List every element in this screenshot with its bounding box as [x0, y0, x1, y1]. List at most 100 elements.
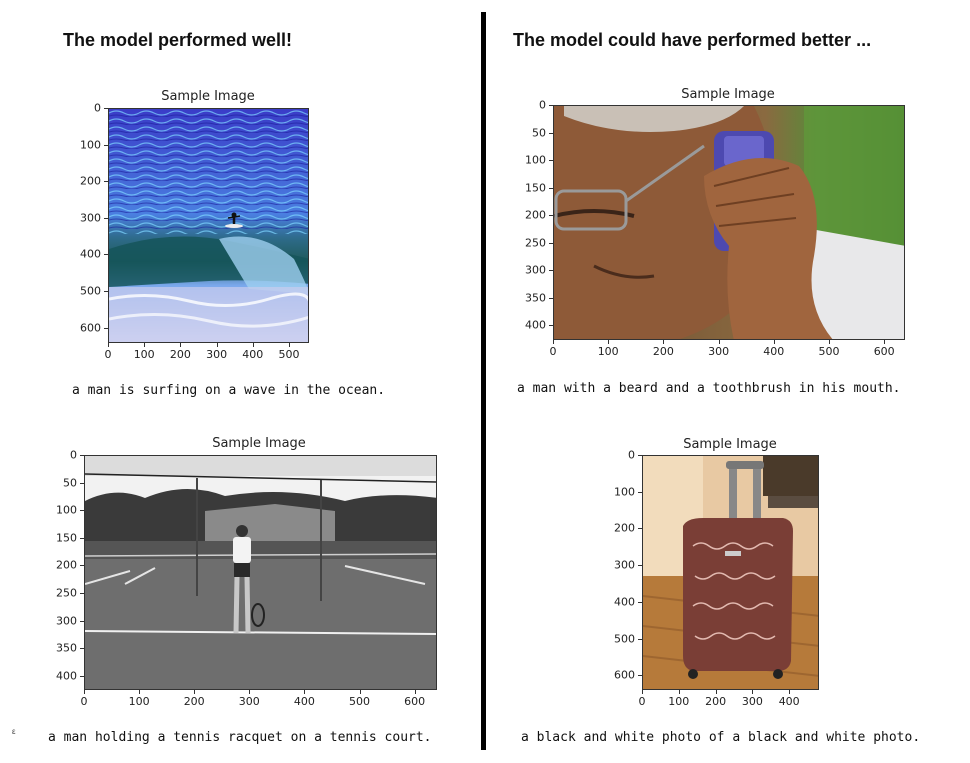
x-tick-label: 100: [668, 695, 690, 708]
y-tick: [638, 638, 642, 640]
y-tick-label: 300: [80, 211, 101, 225]
y-tick-label: 400: [525, 318, 546, 332]
y-tick-label: 300: [56, 614, 77, 628]
y-tick-label: 0: [94, 101, 101, 115]
x-tick: [642, 690, 643, 694]
x-tick-label: 0: [638, 695, 646, 708]
x-tick: [144, 343, 146, 347]
tennis-court-image: [85, 456, 436, 689]
x-tick-label: 200: [652, 345, 674, 358]
y-tick: [638, 491, 642, 493]
y-tick: [80, 593, 84, 594]
y-tick: [104, 217, 108, 219]
y-tick-label: 100: [614, 485, 635, 499]
y-tick-label: 50: [532, 126, 546, 139]
caption-surfer: a man is surfing on a wave in the ocean.: [72, 383, 386, 398]
caption-phone: a man with a beard and a toothbrush in h…: [517, 381, 901, 396]
x-tick: [249, 690, 251, 694]
heading-performed-well: The model performed well!: [63, 30, 293, 50]
y-tick: [104, 254, 108, 256]
x-tick-label: 300: [708, 345, 730, 358]
plot-title: Sample Image: [683, 437, 777, 452]
x-tick: [194, 690, 196, 694]
x-tick-label: 0: [104, 348, 112, 361]
x-tick: [752, 690, 754, 694]
y-tick-label: 400: [56, 669, 77, 683]
x-tick-label: 500: [278, 348, 300, 361]
y-tick: [80, 455, 84, 456]
x-tick: [789, 690, 791, 694]
y-tick: [549, 187, 553, 189]
x-tick: [608, 340, 610, 344]
x-tick-label: 500: [349, 695, 370, 708]
x-tick-label: 300: [238, 695, 260, 708]
y-tick: [80, 537, 84, 539]
y-tick-label: 200: [525, 208, 546, 222]
x-tick-label: 100: [133, 348, 155, 361]
x-tick-label: 400: [763, 345, 785, 358]
y-tick: [638, 565, 642, 567]
y-tick: [80, 648, 84, 650]
y-tick-label: 500: [80, 284, 101, 298]
y-tick: [549, 132, 553, 134]
y-tick: [549, 297, 553, 299]
x-tick: [663, 340, 665, 344]
x-tick-label: 300: [741, 695, 763, 708]
y-tick-label: 600: [80, 321, 101, 335]
x-tick: [884, 340, 886, 344]
y-tick-label: 400: [614, 595, 635, 609]
caption-tennis: a man holding a tennis racquet on a tenn…: [48, 730, 432, 745]
x-tick: [715, 690, 717, 694]
y-tick-label: 150: [56, 531, 77, 545]
y-tick: [549, 270, 553, 271]
y-tick-label: 300: [525, 263, 546, 277]
x-tick-label: 0: [549, 345, 557, 358]
y-tick: [638, 675, 642, 677]
y-tick-label: 200: [56, 558, 77, 572]
y-tick: [104, 108, 108, 109]
x-tick-label: 100: [128, 695, 150, 708]
x-tick: [289, 343, 290, 347]
y-tick: [549, 105, 553, 106]
y-tick: [104, 181, 108, 183]
x-tick-label: 600: [873, 345, 895, 358]
x-tick-label: 200: [169, 348, 191, 361]
y-tick: [638, 455, 642, 456]
x-tick-label: 400: [293, 695, 315, 708]
x-tick: [359, 690, 361, 694]
y-tick: [104, 144, 108, 146]
y-tick-label: 150: [525, 181, 546, 194]
y-tick-label: 0: [70, 448, 77, 462]
y-tick: [104, 291, 108, 292]
x-tick: [304, 690, 306, 694]
y-tick-label: 100: [525, 153, 546, 167]
y-tick-label: 250: [525, 236, 546, 249]
column-divider: [481, 12, 486, 750]
y-tick-label: 400: [80, 247, 101, 261]
sample-image-surfer: [108, 108, 309, 343]
y-tick: [80, 675, 84, 677]
y-tick-label: 350: [525, 291, 546, 304]
x-tick-label: 500: [818, 345, 840, 358]
x-tick: [180, 343, 182, 347]
y-tick: [549, 242, 553, 244]
y-tick: [80, 510, 84, 512]
caption-suitcase: a black and white photo of a black and w…: [521, 730, 921, 745]
x-tick: [84, 690, 85, 694]
y-tick: [638, 601, 642, 603]
x-tick-label: 100: [597, 345, 619, 358]
plot-title: Sample Image: [212, 436, 306, 451]
y-tick: [80, 482, 84, 484]
y-tick-label: 600: [614, 668, 635, 682]
sample-image-phone: [553, 105, 905, 340]
y-tick: [549, 215, 553, 216]
x-tick: [139, 690, 141, 694]
y-tick: [549, 160, 553, 161]
man-phone-image: [554, 106, 904, 339]
x-tick-label: 400: [778, 695, 800, 708]
y-tick-label: 100: [80, 138, 101, 152]
sample-image-suitcase: [642, 455, 819, 690]
y-tick-label: 0: [539, 98, 546, 112]
y-tick-label: 200: [80, 174, 101, 188]
x-tick: [216, 343, 218, 347]
